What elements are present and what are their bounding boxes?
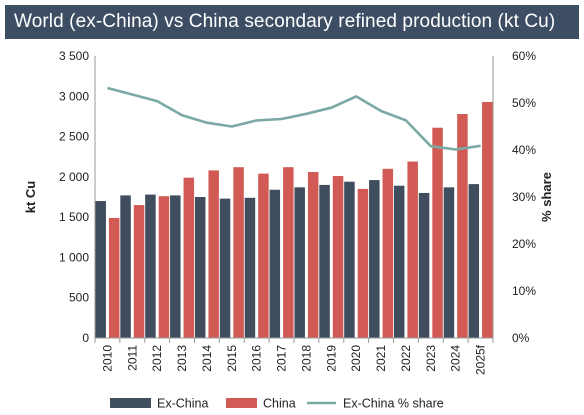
y2-tick-label: 20%: [512, 237, 536, 251]
y2-tick-label: 0%: [512, 331, 530, 345]
bar-china: [233, 167, 244, 338]
bar-ex-china: [369, 180, 380, 338]
x-tick-label: 2020: [349, 345, 363, 372]
x-tick-label: 2022: [399, 345, 413, 372]
bar-ex-china: [344, 181, 355, 338]
legend: Ex-China China Ex-China % share: [110, 397, 444, 411]
x-tick-label: 2024: [449, 345, 463, 372]
x-tick-label: 2011: [125, 345, 139, 371]
x-tick-label: 2023: [424, 345, 438, 372]
y-axis-title: kt Cu: [23, 181, 38, 214]
y2-axis-title: % share: [539, 172, 554, 222]
y-tick-label: 0: [82, 331, 89, 345]
x-tick-label: 2015: [225, 345, 239, 372]
bar-china: [482, 101, 493, 338]
ex-china-bars: [95, 180, 480, 338]
bar-ex-china: [294, 187, 305, 338]
bar-china: [307, 172, 319, 338]
axes: [94, 56, 494, 343]
bar-ex-china: [468, 184, 480, 338]
bar-ex-china: [194, 197, 206, 338]
bar-china: [258, 173, 269, 338]
y2-tick-label: 10%: [512, 284, 536, 298]
x-tick-label: 2016: [250, 345, 264, 372]
bar-ex-china: [443, 187, 455, 338]
x-tick-label: 2017: [275, 345, 289, 372]
bar-ex-china: [170, 195, 181, 338]
bar-ex-china: [319, 184, 330, 338]
bar-china: [283, 167, 294, 338]
y2-tick-label: 50%: [512, 96, 536, 110]
y-tick-label: 3 500: [59, 49, 89, 63]
y-tick-label: 2 500: [59, 130, 89, 144]
y-tick-label: 2 000: [59, 170, 89, 184]
bar-china: [407, 161, 418, 338]
bar-china: [432, 127, 443, 338]
x-tick-label: 2025f: [474, 344, 488, 375]
china-bars: [108, 101, 493, 338]
y2-tick-label: 60%: [512, 49, 536, 63]
bar-china: [382, 168, 394, 338]
bar-ex-china: [120, 195, 131, 338]
bar-ex-china: [95, 201, 106, 338]
x-tick-label: 2013: [175, 345, 189, 372]
chart-title-bar: World (ex-China) vs China secondary refi…: [5, 5, 579, 39]
ex-china-share-line: [107, 86, 481, 151]
y-tick-label: 3 000: [59, 89, 89, 103]
x-tick-label: 2014: [200, 345, 214, 372]
bar-china: [457, 114, 468, 338]
y-tick-label: 1 000: [59, 250, 89, 264]
tick-labels: 0 500 1 000 1 500 2 000 2 500 3 000 3 500 0% 10% 2…: [59, 49, 536, 375]
legend-swatch-ex-china: [110, 398, 151, 408]
y2-tick-label: 40%: [512, 143, 536, 157]
x-tick-label: 2018: [299, 345, 313, 372]
bar-ex-china: [393, 185, 405, 338]
bar-ex-china: [145, 194, 156, 338]
x-tick-label: 2019: [324, 345, 338, 372]
x-tick-label: 2012: [150, 345, 164, 372]
legend-label-share: Ex-China % share: [343, 397, 444, 411]
y-tick-label: 500: [69, 291, 89, 305]
bar-ex-china: [244, 197, 256, 338]
bar-china: [183, 177, 195, 338]
y2-tick-label: 30%: [512, 190, 536, 204]
bar-china: [108, 217, 120, 338]
bar-ex-china: [219, 198, 231, 338]
bar-ex-china: [418, 192, 430, 338]
chart-title: World (ex-China) vs China secondary refi…: [14, 11, 556, 32]
bar-china: [158, 196, 170, 338]
bar-china: [332, 176, 344, 338]
legend-label-ex-china: Ex-China: [157, 397, 208, 411]
x-tick-label: 2010: [100, 345, 114, 372]
bar-china: [357, 188, 369, 338]
bar-ex-china: [269, 189, 281, 338]
y-tick-label: 1 500: [59, 210, 89, 224]
legend-label-china: China: [263, 397, 296, 411]
x-tick-label: 2021: [374, 345, 388, 372]
bar-china: [133, 205, 145, 338]
legend-swatch-china: [226, 398, 257, 408]
bar-china: [208, 170, 219, 338]
